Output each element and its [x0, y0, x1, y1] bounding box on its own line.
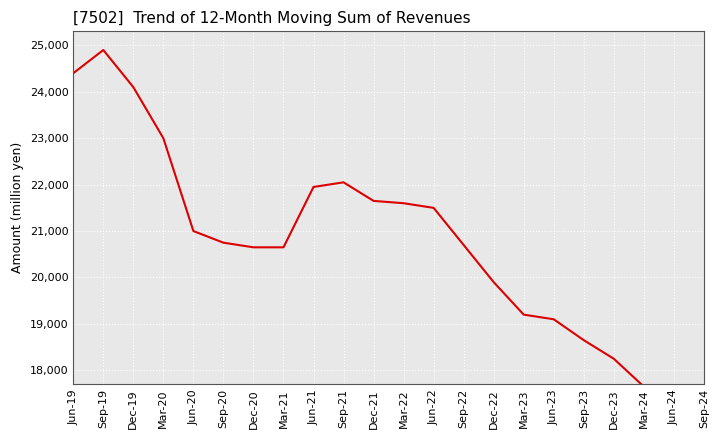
- Text: [7502]  Trend of 12-Month Moving Sum of Revenues: [7502] Trend of 12-Month Moving Sum of R…: [73, 11, 471, 26]
- Y-axis label: Amount (million yen): Amount (million yen): [11, 142, 24, 274]
